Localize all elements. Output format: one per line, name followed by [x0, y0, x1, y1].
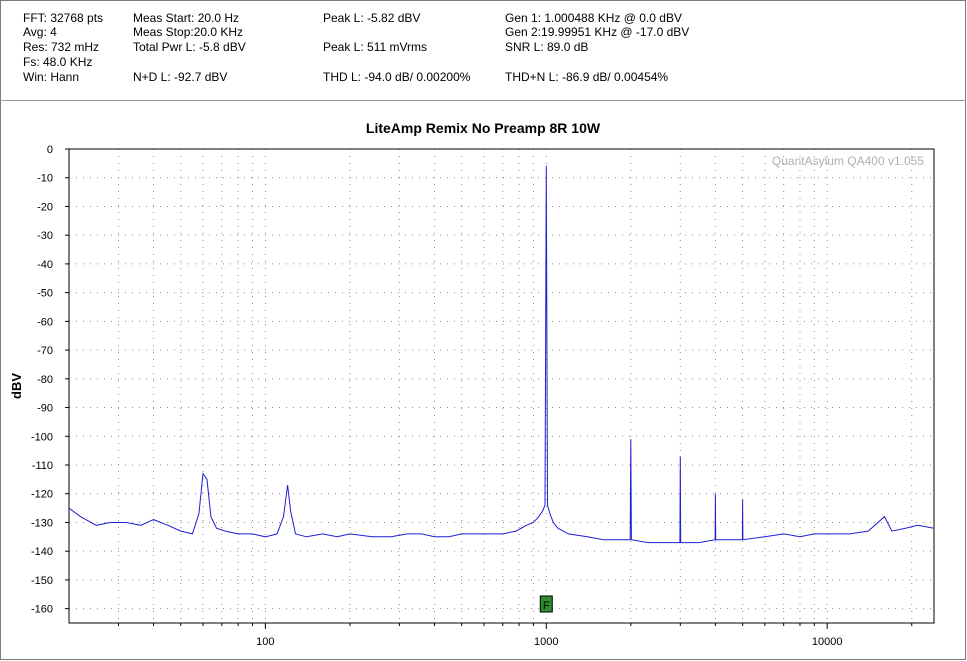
- header-separator: [0, 100, 966, 101]
- y-tick-label: -30: [37, 230, 53, 242]
- stat-meas-start: Meas Start: 20.0 Hz: [133, 11, 240, 25]
- plot-border: [68, 148, 935, 624]
- stat-gen2: Gen 2:19.99951 KHz @ -17.0 dBV: [505, 25, 690, 39]
- y-tick-label: -150: [31, 575, 53, 587]
- stat-thd-n: THD+N L: -86.9 dB/ 0.00454%: [505, 70, 669, 84]
- y-tick-label: -70: [37, 345, 53, 357]
- stat-avg: Avg: 4: [23, 25, 57, 39]
- y-tick-label: -40: [37, 259, 53, 271]
- stat-gen1: Gen 1: 1.000488 KHz @ 0.0 dBV: [505, 11, 682, 25]
- stat-win: Win: Hann: [23, 70, 80, 84]
- stat-n-plus-d: N+D L: -92.7 dBV: [133, 70, 228, 84]
- y-tick-label: -60: [37, 316, 53, 328]
- fundamental-marker-label: F: [543, 600, 550, 612]
- y-tick-label: -140: [31, 546, 53, 558]
- y-tick-label: -10: [37, 173, 53, 185]
- chart-title: LiteAmp Remix No Preamp 8R 10W: [366, 120, 601, 136]
- y-tick-label: 0: [47, 144, 53, 156]
- y-tick-label: -130: [31, 517, 53, 529]
- stat-meas-stop: Meas Stop:20.0 KHz: [133, 25, 244, 39]
- x-tick-label: 1000: [534, 636, 558, 648]
- watermark: QuantAsylum QA400 v1.055: [772, 154, 924, 168]
- stat-fs: Fs: 48.0 KHz: [23, 55, 93, 69]
- x-tick-label: 10000: [812, 636, 843, 648]
- stat-peak-mvrms: Peak L: 511 mVrms: [323, 40, 428, 54]
- y-tick-label: -20: [37, 201, 53, 213]
- stat-fft: FFT: 32768 pts: [23, 11, 104, 25]
- y-tick-label: -50: [37, 288, 53, 300]
- y-tick-label: -120: [31, 489, 53, 501]
- fundamental-marker: [539, 595, 553, 613]
- x-tick-label: 100: [256, 636, 274, 648]
- spectrum-line: [68, 165, 935, 544]
- y-tick-label: -160: [31, 604, 53, 616]
- y-tick-label: -110: [32, 460, 53, 472]
- stat-res: Res: 732 mHz: [23, 40, 100, 54]
- y-tick-label: -100: [31, 431, 53, 443]
- stat-peak-dbv: Peak L: -5.82 dBV: [323, 11, 421, 25]
- stat-thd: THD L: -94.0 dB/ 0.00200%: [323, 70, 471, 84]
- y-tick-label: -80: [37, 374, 53, 386]
- stat-snr: SNR L: 89.0 dB: [505, 40, 589, 54]
- y-axis-label: dBV: [9, 373, 24, 399]
- stat-total-pwr: Total Pwr L: -5.8 dBV: [133, 40, 246, 54]
- y-tick-label: -90: [37, 403, 53, 415]
